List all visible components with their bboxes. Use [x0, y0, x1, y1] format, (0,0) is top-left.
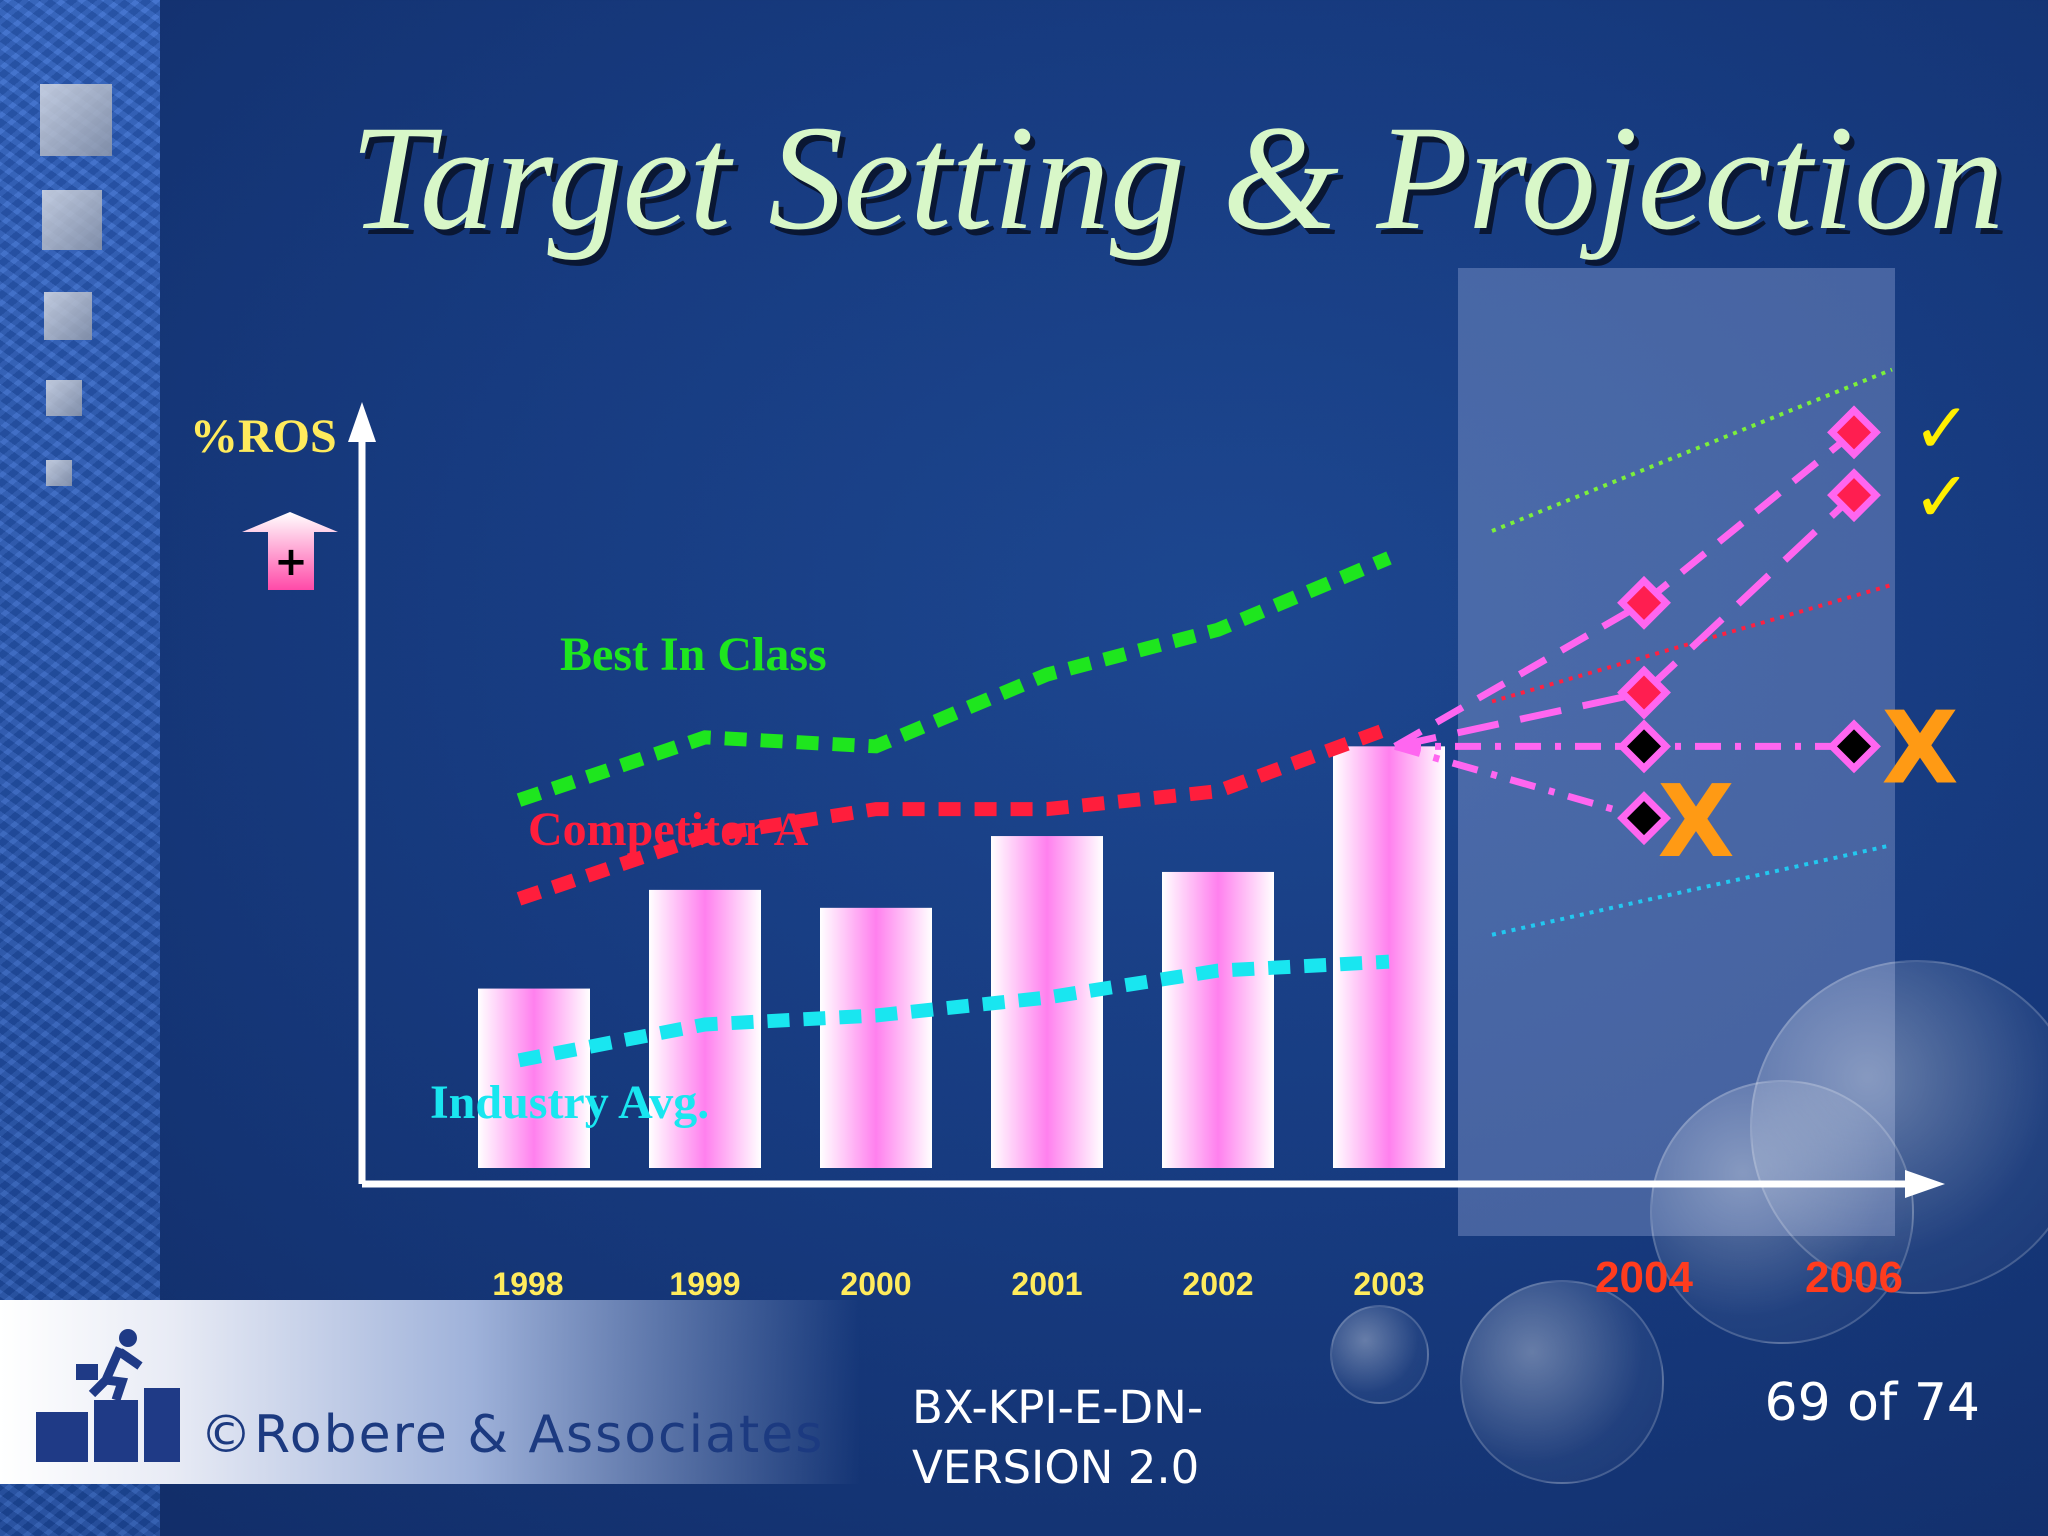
projection-marker-3-2004	[1617, 791, 1671, 846]
x-tick-label-2000: 2000	[840, 1266, 911, 1300]
bar-1998	[478, 988, 590, 1168]
series-line-2	[517, 954, 1390, 1068]
trend-guide-2	[1491, 843, 1893, 937]
check-mark: ✓	[1913, 456, 1972, 538]
projection-marker-2-2004	[1617, 719, 1671, 774]
cross-mark: X	[1881, 689, 1958, 806]
decorative-bubble	[1460, 1280, 1664, 1484]
x-tick-label-2003: 2003	[1353, 1266, 1424, 1300]
decorative-bubble	[1650, 1080, 1914, 1344]
x-tick-label-2004: 2004	[1595, 1253, 1693, 1300]
decorative-square	[46, 460, 72, 486]
projection-marker-0-2004	[1617, 575, 1671, 630]
slide-title: Target Setting & Projection	[350, 95, 2005, 261]
page-number: 69 of 74	[1764, 1373, 1980, 1433]
series-line-1	[516, 721, 1392, 906]
ros-chart: Best In Class Competitor A Industry Avg. ✓✓…	[190, 367, 1972, 1300]
y-axis-label: %ROS	[190, 410, 337, 463]
textured-side-strip	[0, 0, 160, 1536]
series-label-2: Industry Avg.	[430, 1076, 709, 1129]
decorative-square	[44, 292, 92, 340]
series-line-0	[516, 551, 1392, 807]
check-mark: ✓	[1913, 387, 1972, 469]
bar-2001	[991, 836, 1103, 1168]
x-tick-label-1999: 1999	[669, 1266, 740, 1300]
y-axis-arrowhead	[348, 402, 376, 442]
trend-guide-0	[1491, 367, 1893, 533]
x-axis-arrowhead	[1905, 1170, 1945, 1198]
up-arrow-icon	[242, 512, 338, 590]
projection-marker-1-2006	[1827, 468, 1881, 523]
projection-marker-2-2006	[1827, 719, 1881, 774]
x-tick-label-2001: 2001	[1011, 1266, 1082, 1300]
bar-2000	[820, 907, 932, 1168]
decorative-bubble	[1330, 1305, 1429, 1404]
projection-line-3	[1394, 742, 1645, 822]
decorative-square	[42, 190, 102, 250]
bar-2002	[1162, 871, 1274, 1168]
series-label-1: Competitor A	[528, 803, 809, 856]
plus-label: +	[274, 539, 308, 585]
decorative-square	[40, 84, 112, 156]
company-logo	[36, 1329, 180, 1462]
projection-marker-1-2004	[1617, 665, 1671, 720]
decorative-square	[46, 380, 82, 416]
x-tick-label-2006: 2006	[1805, 1253, 1903, 1300]
projection-line-1	[1394, 492, 1857, 750]
x-tick-label-2002: 2002	[1182, 1266, 1253, 1300]
company-name: ©Robere & Associates	[200, 1405, 825, 1465]
footer-band	[0, 1300, 860, 1484]
series-label-0: Best In Class	[560, 628, 827, 681]
document-code: BX-KPI-E-DN-VERSION 2.0	[912, 1381, 1204, 1494]
cross-mark: X	[1657, 763, 1734, 880]
projection-marker-0-2006	[1827, 405, 1881, 460]
x-tick-label-1998: 1998	[492, 1266, 563, 1300]
